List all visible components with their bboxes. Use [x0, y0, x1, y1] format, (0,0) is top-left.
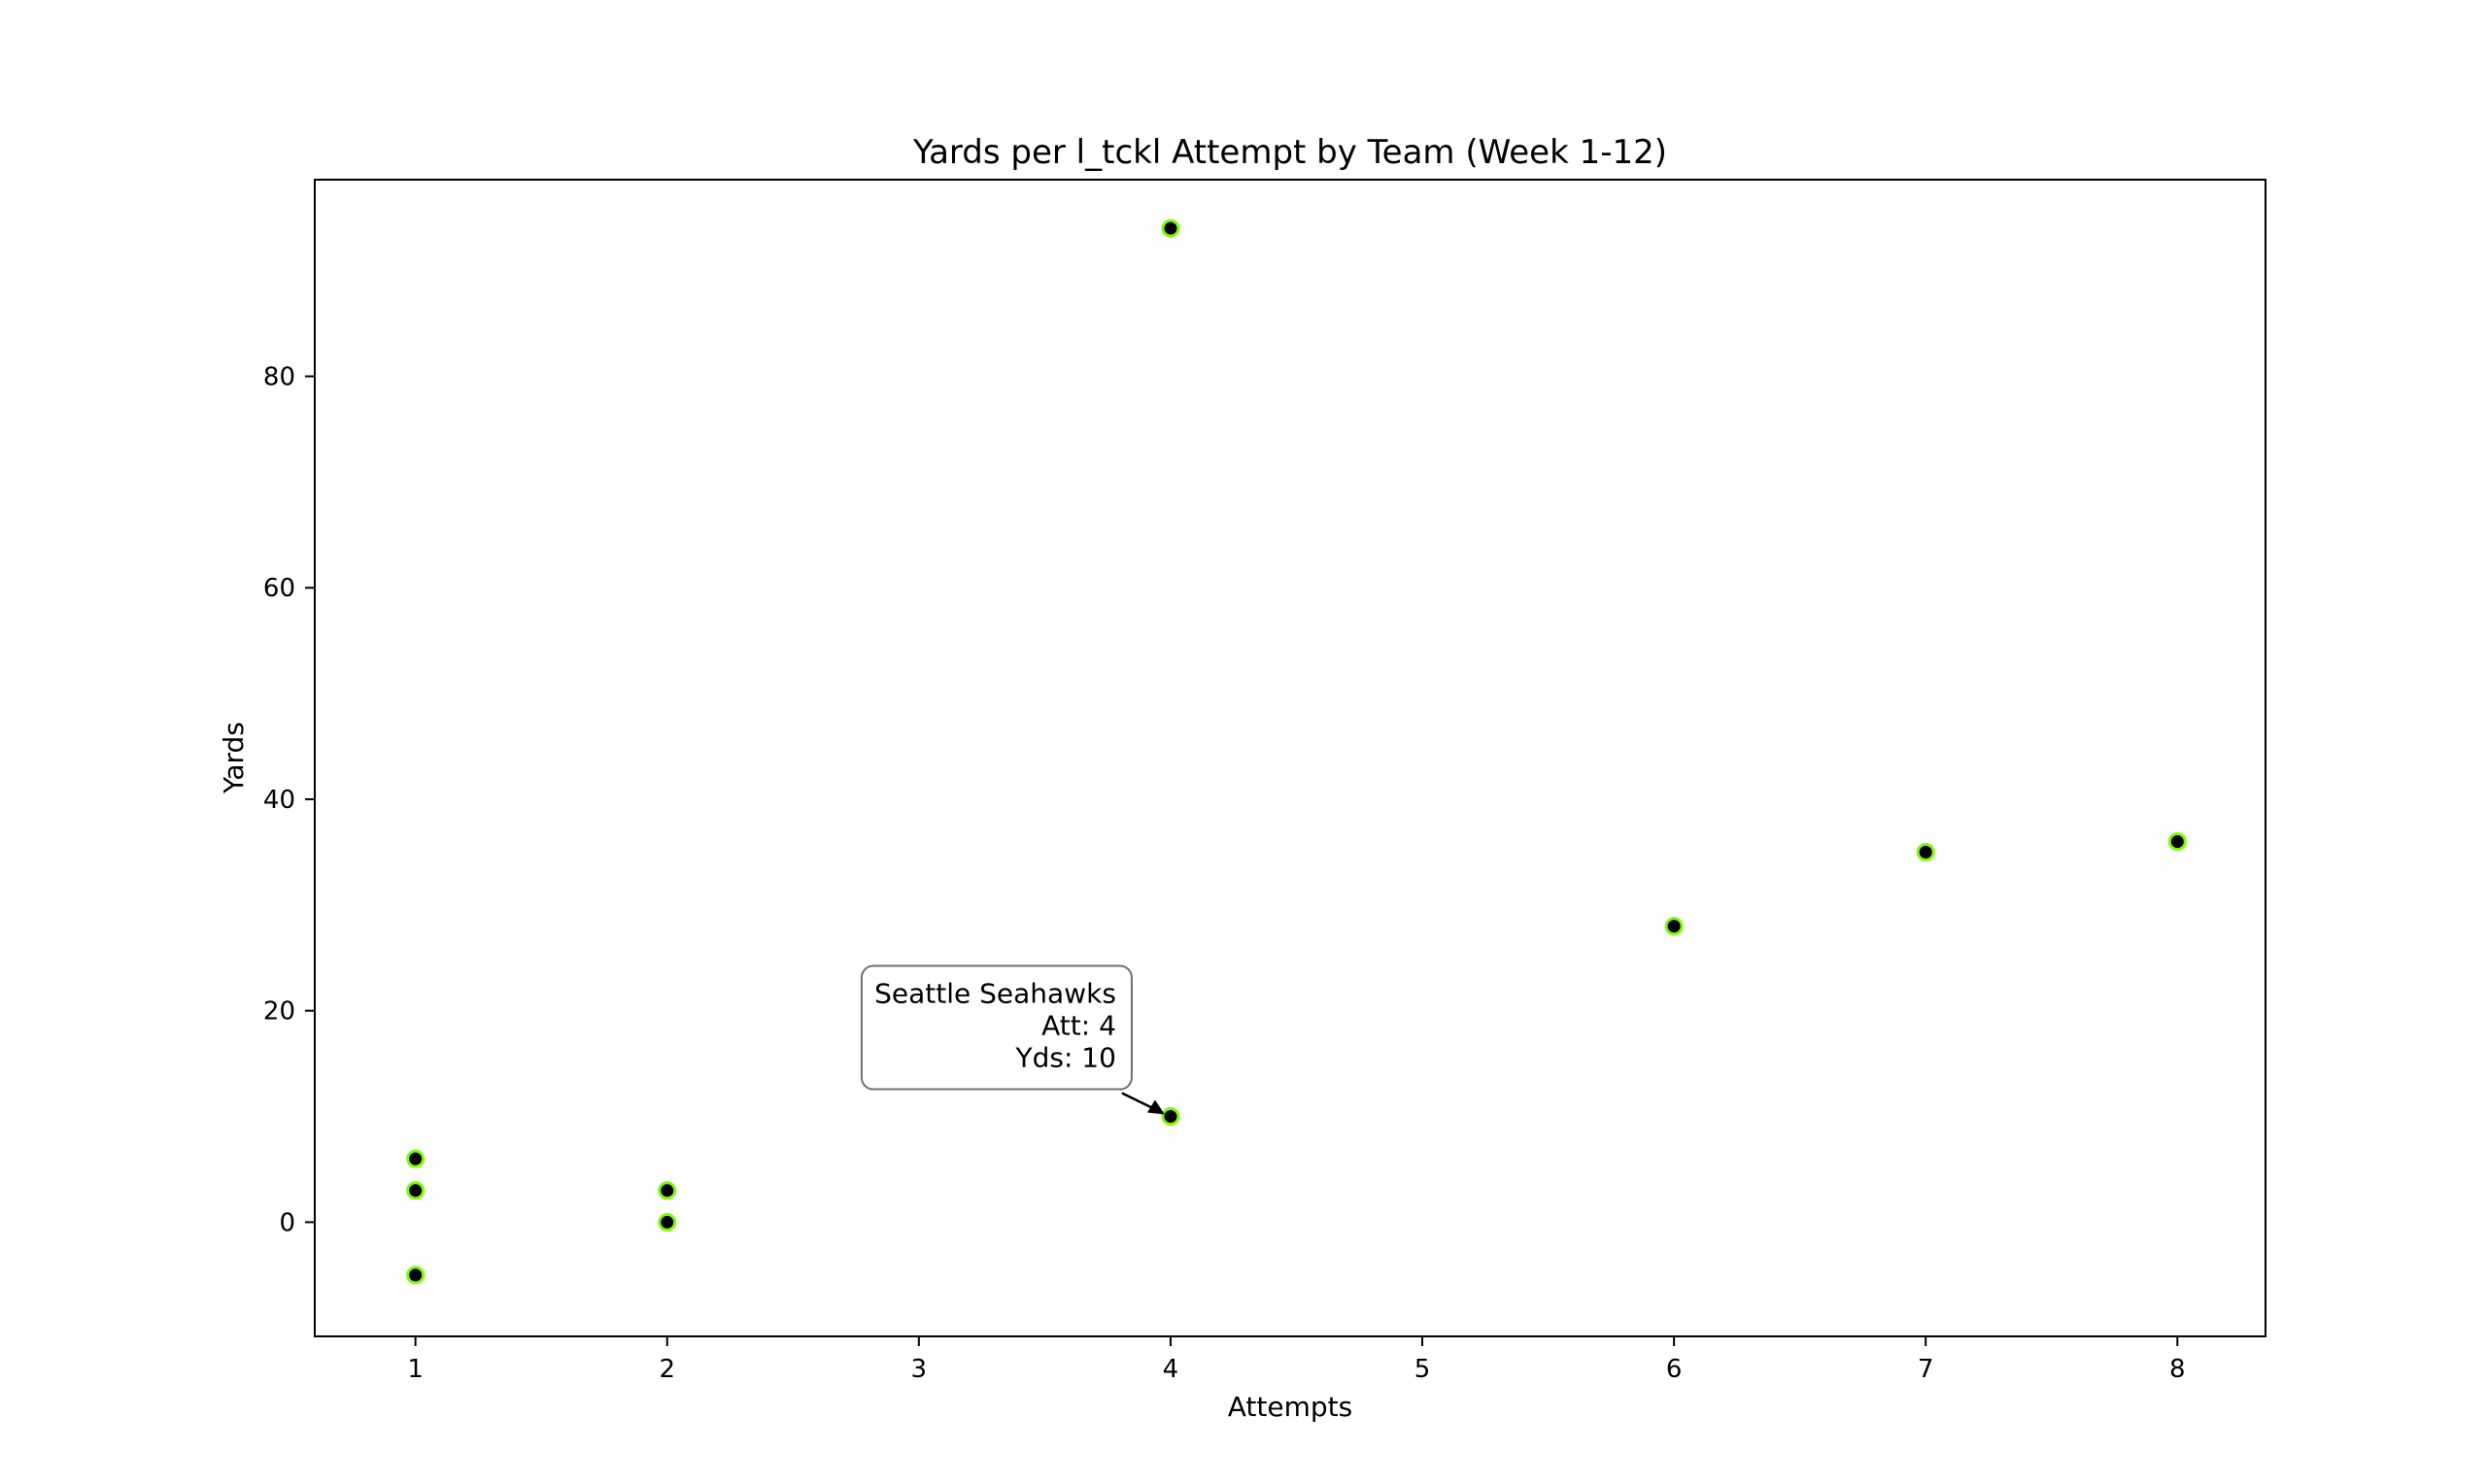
x-tick-label: 7 [1918, 1355, 1934, 1384]
data-point[interactable] [2167, 832, 2187, 852]
annotation-arrow-head [1146, 1099, 1165, 1115]
annotation-line: Seattle Seahawks [874, 978, 1116, 1010]
data-point[interactable] [406, 1149, 426, 1168]
x-tick-label: 1 [407, 1355, 424, 1384]
y-tick-label: 40 [263, 786, 295, 815]
x-tick-label: 5 [1414, 1355, 1431, 1384]
axes-frame [314, 179, 2266, 1337]
annotation-line: Att: 4 [1041, 1010, 1116, 1042]
y-tick-label: 80 [263, 362, 295, 391]
y-axis-label: Yards [218, 722, 250, 794]
chart-title: Yards per l_tckl Attempt by Team (Week 1… [912, 133, 1667, 172]
x-tick-label: 4 [1163, 1355, 1179, 1384]
annotation-box [860, 964, 1133, 1091]
x-tick-label: 3 [911, 1355, 928, 1384]
data-point[interactable] [658, 1181, 677, 1200]
data-point[interactable] [1161, 1107, 1180, 1127]
data-point[interactable] [658, 1212, 677, 1231]
data-point[interactable] [1916, 842, 1935, 861]
data-point[interactable] [406, 1181, 426, 1200]
y-tick-label: 20 [263, 997, 295, 1027]
x-tick-label: 6 [1666, 1355, 1683, 1384]
data-point[interactable] [1664, 917, 1684, 936]
y-tick-label: 60 [263, 574, 295, 603]
y-tick-label: 0 [279, 1208, 295, 1237]
x-tick-label: 2 [659, 1355, 675, 1384]
annotation-line: Yds: 10 [1014, 1042, 1115, 1074]
data-point[interactable] [1161, 219, 1180, 238]
x-axis-label: Attempts [1228, 1391, 1352, 1423]
data-point[interactable] [406, 1265, 426, 1285]
x-tick-label: 8 [2169, 1355, 2186, 1384]
